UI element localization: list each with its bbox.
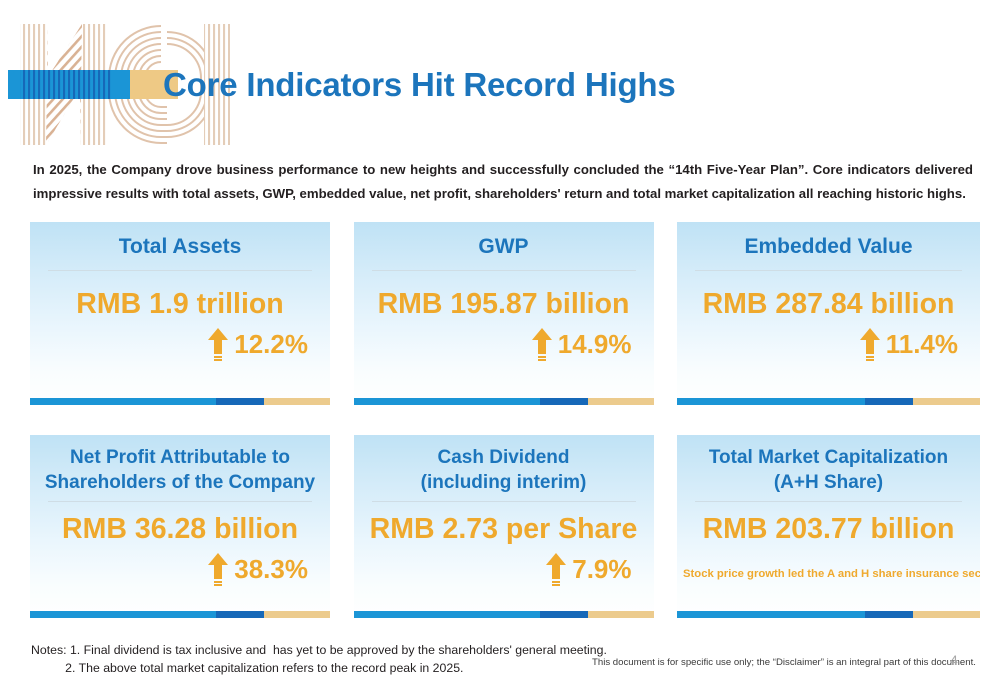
card-divider [48,501,312,502]
card-value: RMB 2.73 per Share [369,513,638,545]
card-title-line1: Total Market Capitalization [708,447,949,468]
bar-segment-light-blue [353,398,540,405]
arrow-up-icon [546,553,567,586]
indicator-card-market-cap[interactable]: Total Market Capitalization (A+H Share) … [677,435,980,618]
growth-percentage: 12.2% [234,329,308,359]
card-value: RMB 1.9 trillion [76,288,284,320]
card-title: Net Profit Attributable to Shareholders … [30,435,330,495]
bar-segment-light-blue [30,611,216,618]
slide-header: Core Indicators Hit Record Highs [0,0,1000,155]
bar-segment-light-blue [353,611,540,618]
card-bottom-bar [353,611,654,618]
bar-segment-light-blue [677,398,865,405]
disclaimer-text: This document is for specific use only; … [592,657,976,668]
nci-logo [8,22,248,147]
bar-segment-gold [587,611,654,618]
page-title: Core Indicators Hit Record Highs [163,66,676,103]
bar-segment-gold [587,398,654,405]
bar-segment-gold [264,398,330,405]
card-bottom-bar [30,398,330,405]
card-title-line2: Shareholders of the Company [44,472,316,493]
card-bottom-bar [30,611,330,618]
card-title: Cash Dividend (including interim) [354,435,654,495]
card-value: RMB 287.84 billion [702,288,955,320]
card-bottom-bar [353,398,654,405]
card-value: RMB 203.77 billion [702,513,955,545]
card-divider [48,270,312,271]
card-value: RMB 195.87 billion [377,288,630,320]
card-divider [371,501,636,502]
bar-segment-dark-blue [539,611,588,618]
card-divider [371,270,636,271]
card-title-line2: (including interim) [420,472,587,493]
bar-segment-gold [913,611,980,618]
card-growth: 14.9% [354,327,654,361]
card-title: Total Assets [118,235,242,258]
bar-segment-light-blue [30,398,216,405]
indicator-card-embedded-value[interactable]: Embedded Value RMB 287.84 billion 11.4% [677,222,980,405]
card-divider [695,501,962,502]
bar-segment-dark-blue [216,398,264,405]
card-title-line1: Net Profit Attributable to [70,447,290,468]
indicator-card-net-profit[interactable]: Net Profit Attributable to Shareholders … [30,435,330,618]
card-growth: 7.9% [354,552,654,586]
indicator-card-cash-dividend[interactable]: Cash Dividend (including interim) RMB 2.… [353,435,654,618]
card-title-line2: (A+H Share) [773,472,884,493]
arrow-up-icon [531,328,552,361]
card-title: Embedded Value [744,235,913,258]
card-divider [695,270,962,271]
card-title: Total Market Capitalization (A+H Share) [677,435,980,495]
bar-segment-dark-blue [864,398,914,405]
indicator-card-gwp[interactable]: GWP RMB 195.87 billion 14.9% [353,222,654,405]
card-value: RMB 36.28 billion [62,513,298,545]
bar-segment-dark-blue [864,611,914,618]
growth-percentage: 14.9% [557,329,632,359]
card-bottom-bar [677,611,980,618]
card-title-line1: Cash Dividend [437,447,570,468]
card-title: GWP [478,235,529,258]
arrow-up-icon [859,328,880,361]
card-note: Stock price growth led the A and H share… [683,568,980,580]
arrow-up-icon [208,553,229,586]
growth-percentage: 7.9% [572,554,632,584]
bar-segment-gold [264,611,330,618]
indicator-card-grid: Total Assets RMB 1.9 trillion 12.2% GWP … [30,222,980,618]
page-number: 4 [950,652,958,668]
bar-segment-dark-blue [216,611,264,618]
nci-logo-graphic [8,24,230,145]
bar-segment-light-blue [677,611,865,618]
card-bottom-bar [677,398,980,405]
bar-segment-gold [913,398,980,405]
bar-segment-dark-blue [539,398,588,405]
footnotes: Notes: 1. Final dividend is tax inclusiv… [31,643,607,675]
indicator-card-total-assets[interactable]: Total Assets RMB 1.9 trillion 12.2% [30,222,330,405]
card-growth: 12.2% [30,327,330,361]
growth-percentage: 11.4% [885,329,958,359]
intro-paragraph: In 2025, the Company drove business perf… [33,162,973,201]
card-growth: 11.4% [677,327,980,361]
growth-percentage: 38.3% [234,554,308,584]
card-growth: 38.3% [30,552,330,586]
arrow-up-icon [208,328,229,361]
